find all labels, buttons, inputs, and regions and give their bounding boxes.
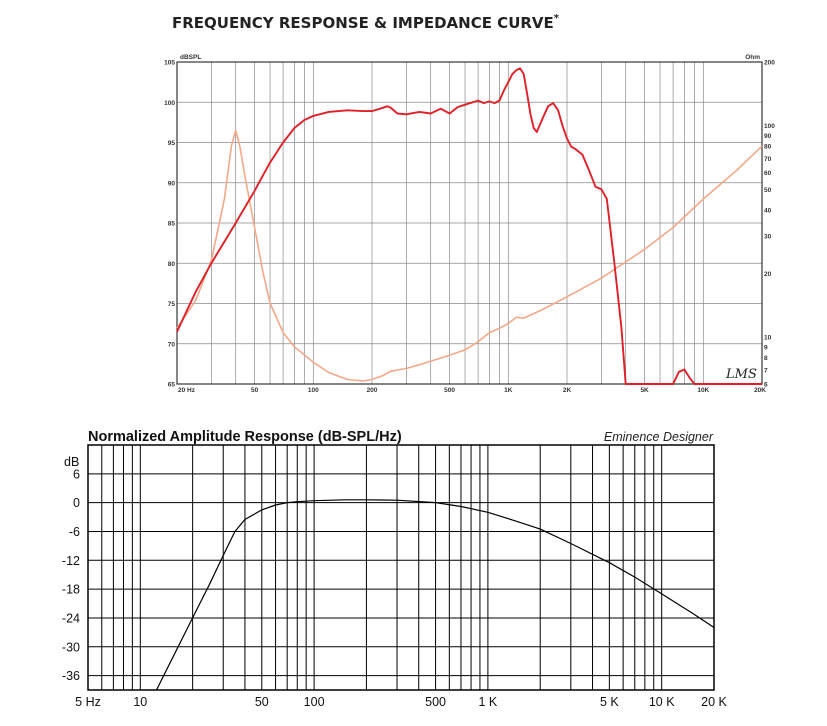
fr-y-tick-label: 90 bbox=[168, 180, 176, 187]
fr-plot-area: 20 Hz 50 100 200 500 1K 2K 5K 10K 20K105100959085… bbox=[164, 60, 775, 395]
fr-y2-tick-label: 100 bbox=[764, 123, 775, 130]
fr-y2-tick-label: 70 bbox=[764, 156, 772, 163]
nar-y-tick-label: -6 bbox=[69, 525, 80, 539]
fr-y2-tick-label: 90 bbox=[764, 133, 772, 140]
nar-y-tick-label: -24 bbox=[62, 611, 80, 625]
fr-y-tick-label: 85 bbox=[168, 221, 176, 228]
fr-x-tick-label: 2K bbox=[563, 387, 572, 394]
fr-y-tick-label: 105 bbox=[164, 60, 175, 67]
fr-y2-tick-label: 30 bbox=[764, 234, 772, 241]
fr-y2-tick-label: 6 bbox=[764, 382, 768, 389]
fr-y-tick-label: 75 bbox=[168, 301, 176, 308]
fr-x-tick-label: 5K bbox=[640, 387, 649, 394]
nar-y-tick-label: -12 bbox=[62, 554, 80, 568]
fr-y2-tick-label: 9 bbox=[764, 344, 768, 351]
fr-y2-tick-label: 80 bbox=[764, 144, 772, 151]
nar-x-tick-label: 5 Hz bbox=[75, 695, 101, 709]
nar-plot-area: 6 0 -6 -12 -18 -24 -30 -36 5 Hz 10 50 100 500 1 K 5 K 1… bbox=[62, 444, 728, 709]
fr-chart-title: FREQUENCY RESPONSE & IMPEDANCE CURVE* bbox=[172, 13, 560, 32]
fr-y2-tick-label: 60 bbox=[764, 170, 772, 177]
fr-x-tick-label: 20 Hz bbox=[178, 387, 196, 394]
fr-x-tick-label: 20K bbox=[754, 387, 766, 394]
fr-y-tick-label: 100 bbox=[164, 100, 175, 107]
impedance-curve bbox=[176, 129, 763, 382]
fr-chart: FREQUENCY RESPONSE & IMPEDANCE CURVE* 20… bbox=[164, 13, 775, 394]
fr-plot-frame bbox=[176, 61, 763, 385]
fr-x-tick-label: 200 bbox=[367, 387, 378, 394]
spl-curve bbox=[176, 67, 762, 385]
nar-chart: Normalized Amplitude Response (dB-SPL/Hz… bbox=[62, 429, 728, 709]
nar-x-tick-label: 500 bbox=[425, 695, 446, 709]
nar-x-tick-label: 100 bbox=[304, 695, 325, 709]
normalized-response-curve bbox=[155, 499, 714, 690]
nar-plot-frame bbox=[87, 444, 715, 691]
nar-y-tick-label: -36 bbox=[62, 669, 80, 683]
fr-y-tick-label: 95 bbox=[168, 140, 176, 147]
nar-chart-title: Normalized Amplitude Response (dB-SPL/Hz… bbox=[88, 429, 402, 445]
fr-y2-tick-label: 40 bbox=[764, 207, 772, 214]
nar-y-tick-label: -18 bbox=[62, 583, 80, 597]
nar-y-axis-label: dB bbox=[64, 455, 79, 469]
fr-y2-tick-label: 8 bbox=[764, 355, 768, 362]
fr-y2-tick-label: 50 bbox=[764, 187, 772, 194]
fr-y2-tick-label: 200 bbox=[764, 60, 775, 67]
fr-x-tick-label: 100 bbox=[308, 387, 319, 394]
nar-x-tick-label: 10 bbox=[133, 695, 147, 709]
fr-x-tick-label: 10K bbox=[697, 387, 709, 394]
brand-label: Eminence Designer bbox=[604, 430, 714, 444]
nar-y-tick-label: -30 bbox=[62, 640, 80, 654]
fr-y2-tick-label: 7 bbox=[764, 367, 768, 374]
fr-y-tick-label: 80 bbox=[168, 261, 176, 268]
nar-x-tick-label: 5 K bbox=[600, 695, 619, 709]
nar-x-tick-label: 1 K bbox=[479, 695, 498, 709]
fr-y-axis-label: dBSPL bbox=[180, 54, 201, 61]
fr-y2-tick-label: 20 bbox=[764, 271, 772, 278]
nar-y-tick-label: 0 bbox=[73, 496, 80, 510]
fr-y2-tick-label: 10 bbox=[764, 335, 772, 342]
lms-watermark: LMS bbox=[725, 367, 757, 382]
nar-x-tick-label: 10 K bbox=[649, 695, 675, 709]
fr-y2-axis-label: Ohm bbox=[745, 54, 760, 61]
nar-x-tick-label: 20 K bbox=[701, 695, 727, 709]
fr-x-tick-label: 1K bbox=[504, 387, 513, 394]
fr-y-tick-label: 70 bbox=[168, 341, 176, 348]
nar-y-tick-label: 6 bbox=[73, 467, 80, 481]
nar-x-tick-label: 50 bbox=[255, 695, 269, 709]
fr-x-tick-label: 500 bbox=[444, 387, 455, 394]
fr-x-tick-label: 50 bbox=[251, 387, 259, 394]
fr-y-tick-label: 65 bbox=[168, 382, 176, 389]
